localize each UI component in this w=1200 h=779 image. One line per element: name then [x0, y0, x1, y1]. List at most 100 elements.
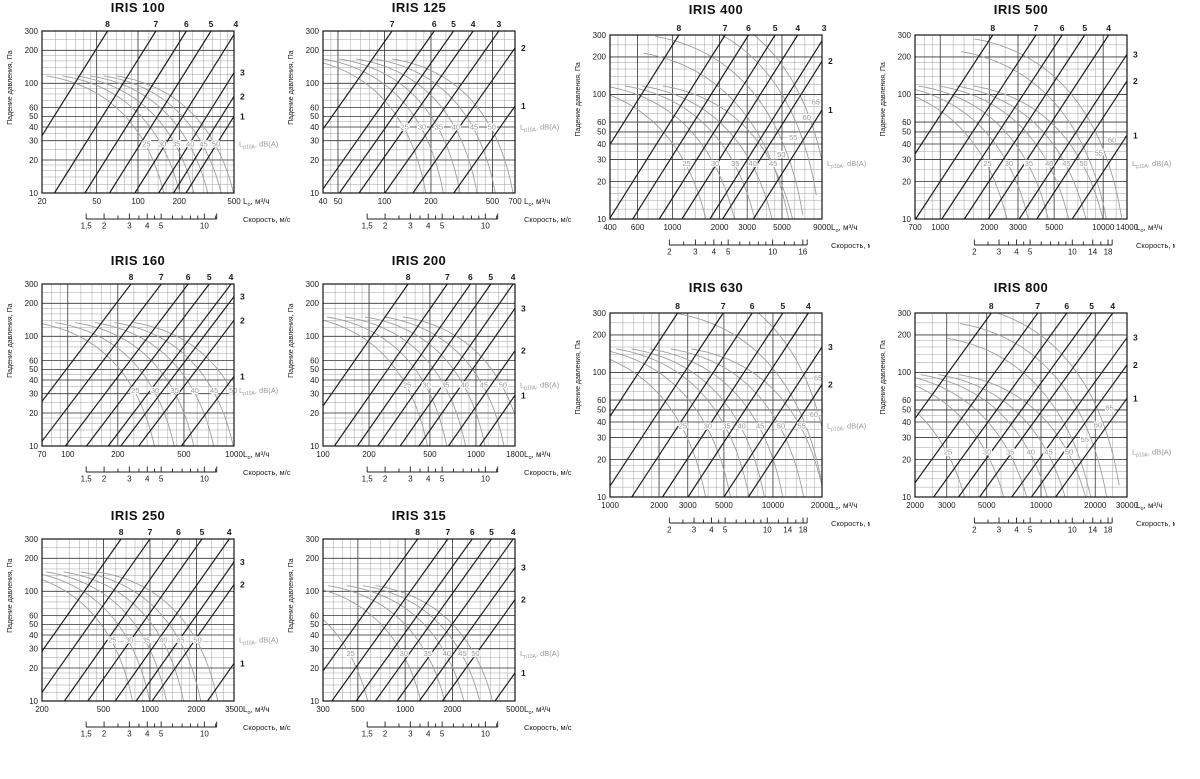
chart-title: IRIS 200	[391, 253, 447, 268]
x-tick-label: 10000	[762, 501, 785, 510]
velocity-tick-label: 10	[481, 222, 490, 231]
position-line-4	[107, 283, 232, 447]
noise-curve-25	[323, 618, 369, 701]
y-tick-label: 30	[310, 389, 319, 398]
noise-curve-25	[610, 94, 707, 219]
chart-canvas: 25 30 35 40 45 508 7 6 5 432110203040506010020030…	[7, 272, 291, 484]
noise-level-label: 60	[1094, 420, 1102, 429]
position-line-6	[64, 283, 189, 447]
position-line-7	[914, 312, 1039, 484]
x-tick-label: 3000	[679, 501, 697, 510]
noise-curve-30	[610, 86, 735, 219]
noise-level-label: 50	[471, 649, 479, 658]
noise-curve-45	[374, 58, 496, 193]
y-tick-label: 300	[306, 27, 320, 36]
x-tick-label: 100	[61, 450, 75, 459]
noise-level-label: 35	[142, 635, 150, 644]
damper-position-label-top: 8	[119, 527, 124, 537]
position-line-2	[722, 60, 823, 220]
noise-level-label: 60	[803, 113, 811, 122]
chart-iris-250: IRIS 250 25 30 35 40 45 50 8 7 6 5 4 3 2 1 10 20 30 40 50 60…	[2, 508, 294, 745]
damper-position-label-right: 3	[240, 68, 245, 78]
y-tick-label: 300	[306, 280, 320, 289]
noise-axis-title: Lp10A, dB(A)	[1132, 159, 1172, 170]
velocity-axis-title: Скорость, м/с	[831, 241, 870, 250]
position-line-5	[374, 538, 492, 702]
noise-level-label: 45	[470, 122, 478, 131]
damper-position-label-top: 5	[451, 19, 456, 29]
damper-position-label-top: 7	[148, 527, 153, 537]
velocity-tick-label: 18	[1104, 248, 1113, 257]
damper-position-label-right: 2	[521, 595, 526, 605]
x-tick-label: 3000	[938, 501, 956, 510]
position-line-4	[979, 312, 1114, 498]
velocity-tick-label: 4	[1014, 248, 1019, 257]
x-tick-label: 200	[111, 450, 125, 459]
chart-title: IRIS 250	[110, 508, 166, 523]
y-tick-label: 50	[29, 365, 38, 374]
position-line-2	[138, 319, 235, 447]
y-tick-label: 30	[902, 155, 911, 164]
position-line-5	[87, 538, 203, 702]
velocity-ruler	[668, 517, 808, 524]
x-axis-title: Lo, м³/ч	[831, 223, 858, 234]
velocity-tick-label: 4	[709, 526, 714, 535]
damper-position-lines	[41, 538, 235, 702]
velocity-ruler	[85, 213, 218, 220]
velocity-tick-label: 2	[667, 248, 672, 257]
y-tick-label: 20	[310, 409, 319, 418]
damper-position-label-top: 3	[496, 19, 501, 29]
x-tick-label: 10000	[1030, 501, 1053, 510]
noise-level-label: 55	[797, 422, 805, 431]
position-line-5	[661, 312, 784, 498]
noise-level-label: 35	[171, 386, 179, 395]
velocity-tick-label: 3	[408, 475, 413, 484]
damper-position-label-right: 1	[240, 658, 245, 668]
y-tick-label: 100	[25, 332, 39, 341]
noise-curve-30	[62, 75, 181, 193]
damper-position-label-top: 5	[207, 272, 212, 282]
y-tick-label: 60	[29, 356, 38, 365]
noise-curve-60	[721, 35, 817, 196]
velocity-tick-label: 10	[481, 730, 490, 739]
y-tick-label: 60	[902, 396, 911, 405]
x-tick-label: 700	[508, 197, 522, 206]
noise-level-label: 50	[777, 422, 785, 431]
damper-position-label-top: 8	[989, 301, 994, 311]
y-tick-label: 60	[310, 356, 319, 365]
x-tick-label: 1000	[225, 450, 243, 459]
noise-curve-35	[918, 85, 1049, 219]
damper-position-lines	[322, 30, 516, 194]
velocity-tick-label: 10	[768, 248, 777, 257]
velocity-ruler	[668, 239, 808, 246]
y-tick-label: 100	[898, 90, 912, 99]
y-tick-label: 30	[902, 433, 911, 442]
x-tick-label: 2000	[906, 501, 924, 510]
velocity-tick-label: 4	[426, 222, 431, 231]
damper-position-label-top: 5	[780, 301, 785, 311]
velocity-axis-title: Скорость, м/с	[243, 723, 291, 732]
damper-position-label-right: 1	[521, 390, 526, 400]
y-tick-label: 20	[29, 156, 38, 165]
noise-level-label: 35	[423, 649, 431, 658]
x-tick-label: 2000	[980, 223, 998, 232]
chart-title: IRIS 125	[391, 0, 447, 15]
y-tick-label: 40	[310, 123, 319, 132]
y-axis-title: Падение давления, Па	[880, 62, 887, 137]
noise-axis-title: Lp10A, dB(A)	[827, 422, 867, 433]
damper-position-lines	[609, 312, 823, 498]
y-tick-label: 10	[310, 189, 319, 198]
noise-axis-title: Lp10A, dB(A)	[520, 380, 560, 391]
x-tick-label: 5000	[506, 705, 524, 714]
noise-curve-25	[915, 410, 966, 497]
velocity-tick-label: 5	[723, 526, 728, 535]
velocity-tick-label: 5	[726, 248, 731, 257]
x-tick-label: 400	[603, 223, 617, 232]
noise-curve-55	[655, 35, 804, 215]
velocity-tick-label: 2	[972, 248, 977, 257]
damper-position-label-top: 6	[176, 527, 181, 537]
velocity-tick-label: 4	[145, 222, 150, 231]
noise-level-label: 40	[159, 635, 167, 644]
y-tick-label: 300	[25, 535, 39, 544]
noise-curve-25	[42, 323, 155, 446]
